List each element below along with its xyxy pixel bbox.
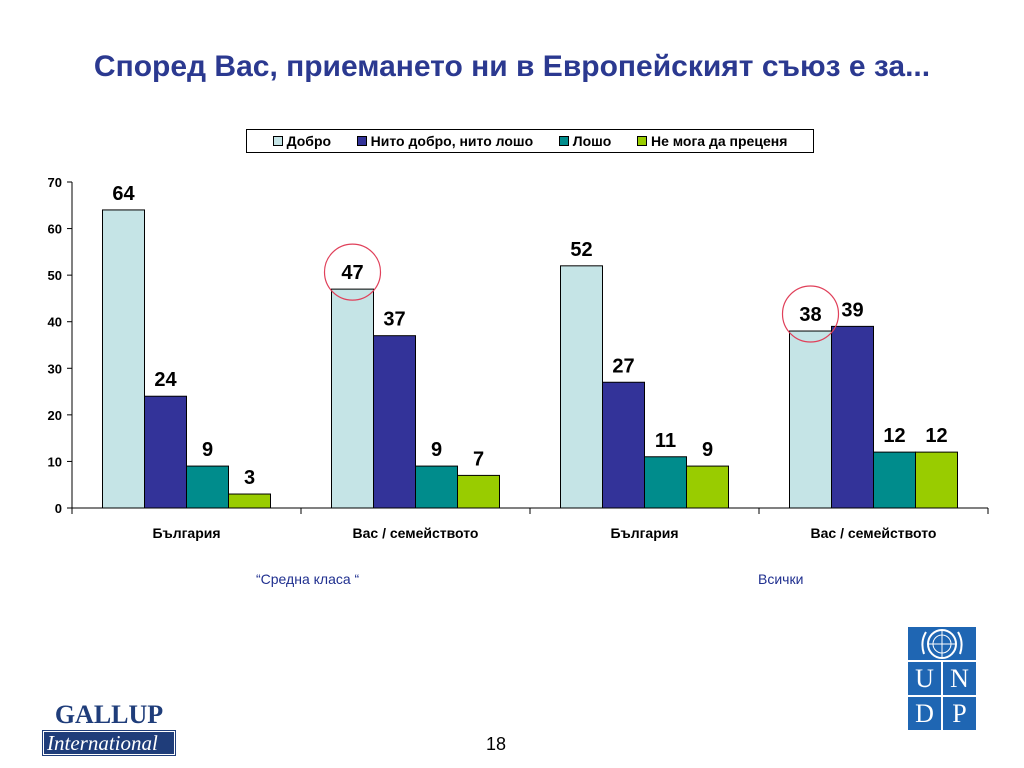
- slide-title: Според Вас, приемането ни в Европейският…: [93, 50, 931, 83]
- data-label: 9: [702, 439, 713, 461]
- legend-label-cannot-judge: Не мога да преценя: [650, 133, 788, 149]
- legend-label-neutral: Нито добро, нито лошо: [370, 133, 534, 149]
- data-label: 7: [473, 448, 484, 470]
- bar: [915, 451, 958, 509]
- category-label: Вас / семейството: [353, 525, 479, 541]
- bar: [602, 381, 645, 509]
- category-label: България: [152, 525, 220, 541]
- legend-swatch-good: [272, 136, 283, 146]
- data-label: 12: [883, 425, 905, 447]
- legend-entry-bad: Лошо: [558, 133, 612, 149]
- group-label-middle-class: “Средна класа “: [256, 571, 360, 587]
- un-emblem-icon: [908, 627, 976, 660]
- bar: [644, 456, 687, 509]
- legend-swatch-bad: [558, 136, 569, 146]
- bar-chart: 0 10 20 30 40 50 60 70 64 24 9 3 България 47 37 9 7 Вас /…: [48, 175, 989, 541]
- y-tick-label: 40: [48, 315, 62, 330]
- bar: [873, 451, 916, 509]
- bar: [228, 493, 271, 509]
- bar: [457, 474, 500, 509]
- data-label: 3: [244, 467, 255, 489]
- category-label: Вас / семейството: [811, 525, 937, 541]
- data-label: 9: [431, 439, 442, 461]
- bar: [831, 325, 874, 509]
- y-tick-label: 10: [48, 454, 62, 469]
- legend-entry-cannot-judge: Не мога да преценя: [636, 133, 788, 149]
- data-label: 9: [202, 439, 213, 461]
- gallup-logo-top: GALLUP: [54, 700, 164, 729]
- bar: [331, 288, 374, 509]
- bar: [789, 330, 832, 509]
- undp-letter-p: P: [943, 697, 976, 730]
- data-label: 39: [841, 299, 863, 321]
- data-label: 11: [655, 430, 676, 452]
- y-tick-label: 50: [48, 268, 62, 283]
- bar: [415, 465, 458, 509]
- data-label: 12: [925, 425, 947, 447]
- legend-swatch-neutral: [356, 136, 367, 146]
- legend-entry-good: Добро: [272, 133, 332, 149]
- bar: [560, 265, 603, 509]
- highlight-circle: [323, 243, 382, 301]
- legend-label-bad: Лошо: [572, 133, 612, 149]
- undp-logo: U N D P: [908, 627, 976, 763]
- data-label: 64: [112, 183, 135, 205]
- data-label: 37: [383, 309, 405, 331]
- highlight-circle: [781, 285, 840, 343]
- legend-swatch-cannot-judge: [636, 136, 647, 146]
- category-label: България: [610, 525, 678, 541]
- data-label: 52: [570, 239, 592, 261]
- page-number: 18: [485, 734, 507, 754]
- data-label: 27: [612, 355, 634, 377]
- bar: [186, 465, 229, 509]
- undp-letter-n: N: [943, 662, 976, 695]
- data-label: 24: [154, 369, 177, 391]
- chart-legend: Добро Нито добро, нито лошо Лошо Не мога…: [246, 129, 814, 153]
- bar: [102, 209, 145, 509]
- group-label-all: Всички: [758, 571, 804, 587]
- data-label: 47: [341, 262, 363, 284]
- legend-label-good: Добро: [286, 133, 332, 149]
- y-tick-label: 70: [48, 175, 62, 190]
- y-tick-label: 20: [48, 408, 62, 423]
- bar: [373, 335, 416, 509]
- undp-letter-u: U: [908, 662, 941, 695]
- y-tick-label: 60: [48, 222, 62, 237]
- undp-letter-d: D: [908, 697, 941, 730]
- bar: [686, 465, 729, 509]
- gallup-logo-bottom: International: [42, 730, 176, 756]
- bar: [144, 395, 187, 509]
- y-tick-label: 30: [48, 361, 62, 376]
- legend-entry-neutral: Нито добро, нито лошо: [356, 133, 534, 149]
- data-label: 38: [799, 304, 821, 326]
- gallup-international-logo: GALLUP International: [42, 700, 176, 758]
- y-tick-label: 0: [55, 501, 62, 516]
